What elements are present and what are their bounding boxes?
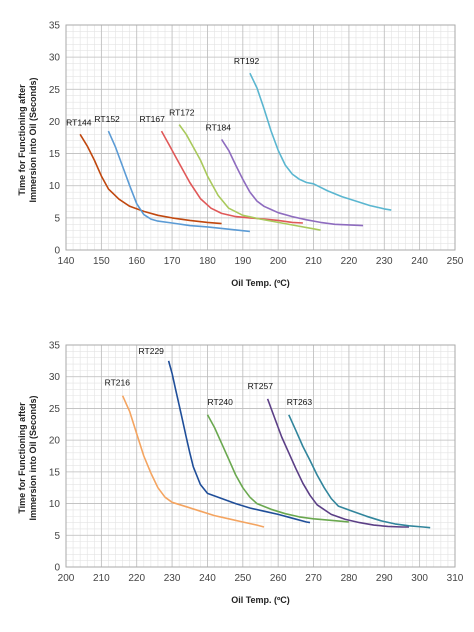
y-tick-label: 0 <box>54 563 60 574</box>
series-line-rt216 <box>121 395 265 528</box>
x-tick-label: 150 <box>93 256 110 267</box>
x-tick-label: 140 <box>58 256 75 267</box>
series-line-rt257 <box>266 398 409 528</box>
y-axis-label-line: Time for Functioning after <box>17 84 27 196</box>
x-tick-label: 200 <box>58 573 75 584</box>
series-label-rt257: RT257 <box>248 381 274 391</box>
x-ticks-bottom: 200 210 220 230 240 250 260 270 280 290 300 310 <box>58 573 464 584</box>
grid-minor-top <box>65 24 456 251</box>
y-tick-label: 5 <box>54 531 60 542</box>
x-tick-label: 300 <box>411 573 428 584</box>
x-tick-label: 250 <box>447 256 464 267</box>
y-tick-label: 0 <box>54 246 60 257</box>
y-tick-label: 20 <box>49 436 61 447</box>
y-tick-label: 35 <box>49 21 61 32</box>
series-label-rt216: RT216 <box>105 378 131 388</box>
series-line-rt184 <box>220 138 364 227</box>
x-ticks-top: 140 150 160 170 180 190 200 210 220 230 240 250 <box>58 256 464 267</box>
y-axis-label-line: Time for Functioning after <box>17 402 27 514</box>
x-axis-label-top: Oil Temp. (ºC) <box>231 278 290 288</box>
series-group-top: RT144 RT152 RT167 RT172 RT184 RT192 <box>66 56 392 233</box>
y-axis-label-line: Immersion into Oil (Seconds) <box>28 77 38 202</box>
x-tick-label: 250 <box>234 573 251 584</box>
y-tick-label: 35 <box>49 341 61 352</box>
x-tick-label: 180 <box>199 256 216 267</box>
series-label-rt263: RT263 <box>287 397 313 407</box>
plot-area-top <box>65 24 456 251</box>
series-line-rt172 <box>178 124 321 231</box>
x-axis-label-bottom: Oil Temp. (ºC) <box>231 595 290 605</box>
series-line-rt167 <box>160 130 303 224</box>
series-group-bottom: RT216 RT229 RT240 RT257 RT263 <box>105 346 431 529</box>
y-axis-label-line: Immersion into Oil (Seconds) <box>28 395 38 520</box>
y-tick-label: 30 <box>49 372 61 383</box>
series-label-rt184: RT184 <box>206 122 232 132</box>
x-tick-label: 220 <box>341 256 358 267</box>
x-tick-label: 170 <box>164 256 181 267</box>
y-tick-label: 5 <box>54 213 60 224</box>
series-line-rt263 <box>288 414 431 529</box>
y-tick-label: 30 <box>49 53 61 64</box>
y-tick-label: 20 <box>49 117 61 128</box>
y-tick-label: 15 <box>49 149 61 160</box>
x-tick-label: 220 <box>128 573 145 584</box>
series-line-rt229 <box>167 360 311 524</box>
x-tick-label: 210 <box>305 256 322 267</box>
y-tick-label: 25 <box>49 85 61 96</box>
y-ticks-top: 0 5 10 15 20 25 30 35 <box>49 21 61 257</box>
x-tick-label: 160 <box>128 256 145 267</box>
x-tick-label: 230 <box>164 573 181 584</box>
series-line-rt152 <box>107 130 250 233</box>
y-ticks-bottom: 0 5 10 15 20 25 30 35 <box>49 341 61 574</box>
y-tick-label: 15 <box>49 467 61 478</box>
y-tick-label: 10 <box>49 499 61 510</box>
series-label-rt152: RT152 <box>94 114 120 124</box>
grid-major-top <box>65 24 456 251</box>
series-line-rt240 <box>206 414 349 523</box>
y-axis-label-bottom: Time for Functioning afterImmersion into… <box>17 395 38 520</box>
x-tick-label: 280 <box>341 573 358 584</box>
x-tick-label: 200 <box>270 256 287 267</box>
series-line-rt192 <box>249 72 392 211</box>
series-label-rt144: RT144 <box>66 117 92 127</box>
y-axis-label-top: Time for Functioning afterImmersion into… <box>17 77 38 202</box>
plot-area-bottom <box>65 344 456 568</box>
x-tick-label: 310 <box>447 573 464 584</box>
x-tick-label: 290 <box>376 573 393 584</box>
y-tick-label: 10 <box>49 181 61 192</box>
series-label-rt172: RT172 <box>169 108 195 118</box>
x-tick-label: 210 <box>93 573 110 584</box>
x-tick-label: 260 <box>270 573 287 584</box>
x-tick-label: 230 <box>376 256 393 267</box>
series-label-rt229: RT229 <box>139 346 165 356</box>
y-tick-label: 25 <box>49 404 61 415</box>
x-tick-label: 240 <box>199 573 216 584</box>
x-tick-label: 270 <box>305 573 322 584</box>
x-tick-label: 240 <box>411 256 428 267</box>
series-line-rt144 <box>79 133 222 225</box>
series-label-rt167: RT167 <box>139 114 165 124</box>
x-tick-label: 190 <box>234 256 251 267</box>
series-label-rt240: RT240 <box>207 397 233 407</box>
series-label-rt192: RT192 <box>234 56 260 66</box>
